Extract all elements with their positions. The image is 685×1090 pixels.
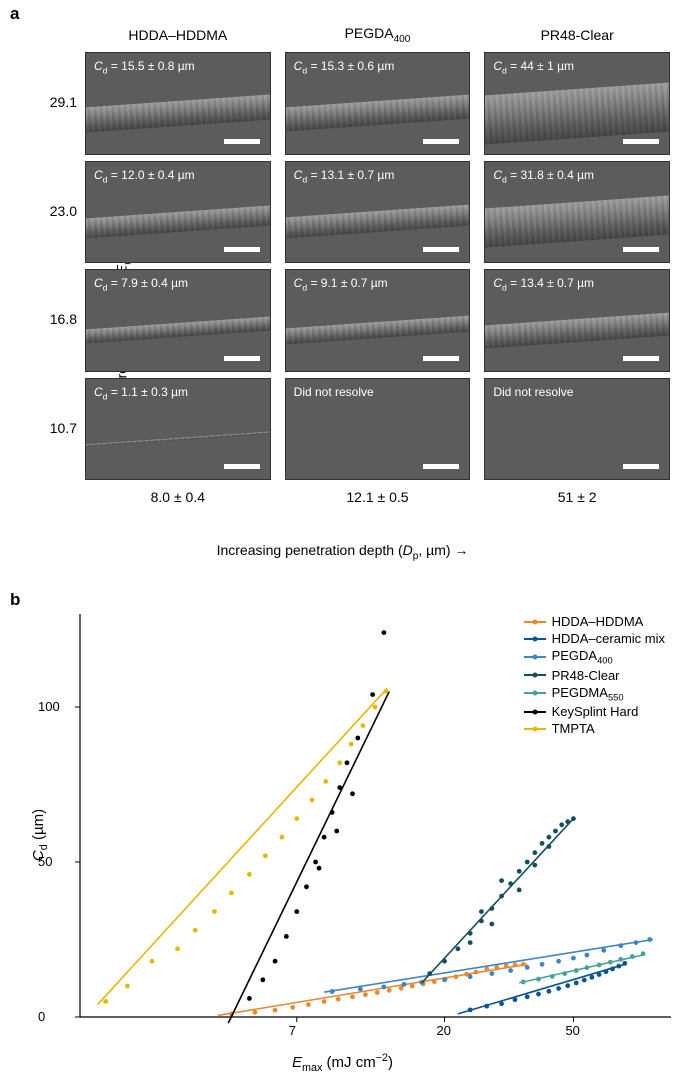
col-val-0: 8.0 ± 0.4	[85, 489, 271, 505]
legend-item: PR48-Clear	[524, 668, 665, 683]
legend-item: PEGDMA550	[524, 685, 665, 703]
scale-bar	[423, 356, 459, 361]
cd-label: Cd = 1.1 ± 0.3 µm	[94, 385, 188, 401]
scale-bar	[423, 139, 459, 144]
legend-item: HDDA–HDDMA	[524, 614, 665, 629]
col-header-2: PR48-Clear	[484, 27, 670, 43]
cd-label: Did not resolve	[493, 385, 573, 399]
cd-label: Cd = 9.1 ± 0.7 µm	[294, 276, 388, 292]
scale-bar	[224, 464, 260, 469]
legend-label: PEGDMA550	[552, 685, 624, 703]
sem-cell: Did not resolve	[285, 378, 471, 481]
y-tick-label: 50	[38, 854, 52, 869]
cd-label: Cd = 7.9 ± 0.4 µm	[94, 276, 188, 292]
legend-item: HDDA–ceramic mix	[524, 631, 665, 646]
legend-label: KeySplint Hard	[552, 704, 639, 719]
cd-label: Cd = 15.3 ± 0.6 µm	[294, 59, 395, 75]
scale-bar	[224, 247, 260, 252]
legend-label: HDDA–ceramic mix	[552, 631, 665, 646]
sem-cell: Cd = 44 ± 1 µm	[484, 52, 670, 155]
cd-label: Cd = 13.1 ± 0.7 µm	[294, 168, 395, 184]
legend-label: PR48-Clear	[552, 668, 620, 683]
scale-bar	[623, 247, 659, 252]
sem-cell: Cd = 7.9 ± 0.4 µm	[85, 269, 271, 372]
y-tick-label: 100	[38, 699, 60, 714]
sem-cell: Cd = 13.4 ± 0.7 µm	[484, 269, 670, 372]
scale-bar	[423, 247, 459, 252]
row-tick: 16.8	[37, 311, 77, 327]
scale-bar	[224, 356, 260, 361]
legend-label: HDDA–HDDMA	[552, 614, 644, 629]
panel-a-label: a	[10, 4, 19, 24]
legend-item: TMPTA	[524, 721, 665, 736]
x-tick-label: 20	[437, 1023, 451, 1038]
col-header-1: PEGDA400	[285, 25, 471, 45]
col-header-0: HDDA–HDDMA	[85, 27, 271, 43]
col-val-1: 12.1 ± 0.5	[285, 489, 471, 505]
scale-bar	[423, 464, 459, 469]
panel-a-x-axis-label: Increasing penetration depth (Dp, µm) →	[0, 542, 685, 562]
legend-item: PEGDA400	[524, 648, 665, 666]
sem-cell: Cd = 15.5 ± 0.8 µm	[85, 52, 271, 155]
sem-cell: Cd = 9.1 ± 0.7 µm	[285, 269, 471, 372]
sem-cell: Cd = 1.1 ± 0.3 µm	[85, 378, 271, 481]
cd-label: Cd = 12.0 ± 0.4 µm	[94, 168, 195, 184]
panel-a: a Increasing dosage (Emax, mJ cm−2) → HD…	[0, 0, 685, 570]
sem-cell: Did not resolve	[484, 378, 670, 481]
x-tick-label: 7	[289, 1023, 296, 1038]
sem-cell: Cd = 12.0 ± 0.4 µm	[85, 161, 271, 264]
col-val-2: 51 ± 2	[484, 489, 670, 505]
panel-b: b Cd (µm) 05010072050 HDDA–HDDMAHDDA–cer…	[0, 590, 685, 1080]
panel-b-x-label: Emax (mJ cm−2)	[0, 1052, 685, 1074]
cd-label: Cd = 44 ± 1 µm	[493, 59, 574, 75]
x-tick-label: 50	[565, 1023, 579, 1038]
panel-b-label: b	[10, 590, 20, 610]
sem-cell: Cd = 13.1 ± 0.7 µm	[285, 161, 471, 264]
scale-bar	[224, 139, 260, 144]
scale-bar	[623, 139, 659, 144]
scale-bar	[623, 464, 659, 469]
sem-cell: Cd = 31.8 ± 0.4 µm	[484, 161, 670, 264]
legend-item: KeySplint Hard	[524, 704, 665, 719]
row-tick: 23.0	[37, 203, 77, 219]
row-tick: 10.7	[37, 420, 77, 436]
legend-label: TMPTA	[552, 721, 595, 736]
cd-label: Cd = 15.5 ± 0.8 µm	[94, 59, 195, 75]
cd-label: Did not resolve	[294, 385, 374, 399]
legend: HDDA–HDDMA HDDA–ceramic mix PEGDA400 PR48-C…	[524, 612, 665, 738]
scale-bar	[623, 356, 659, 361]
sem-cell: Cd = 15.3 ± 0.6 µm	[285, 52, 471, 155]
cd-label: Cd = 31.8 ± 0.4 µm	[493, 168, 594, 184]
y-tick-label: 0	[38, 1009, 45, 1024]
cd-label: Cd = 13.4 ± 0.7 µm	[493, 276, 594, 292]
panel-a-grid: HDDA–HDDMA PEGDA400 PR48-Clear Cd = 15.5…	[85, 24, 670, 508]
row-tick: 29.1	[37, 94, 77, 110]
legend-label: PEGDA400	[552, 648, 613, 666]
